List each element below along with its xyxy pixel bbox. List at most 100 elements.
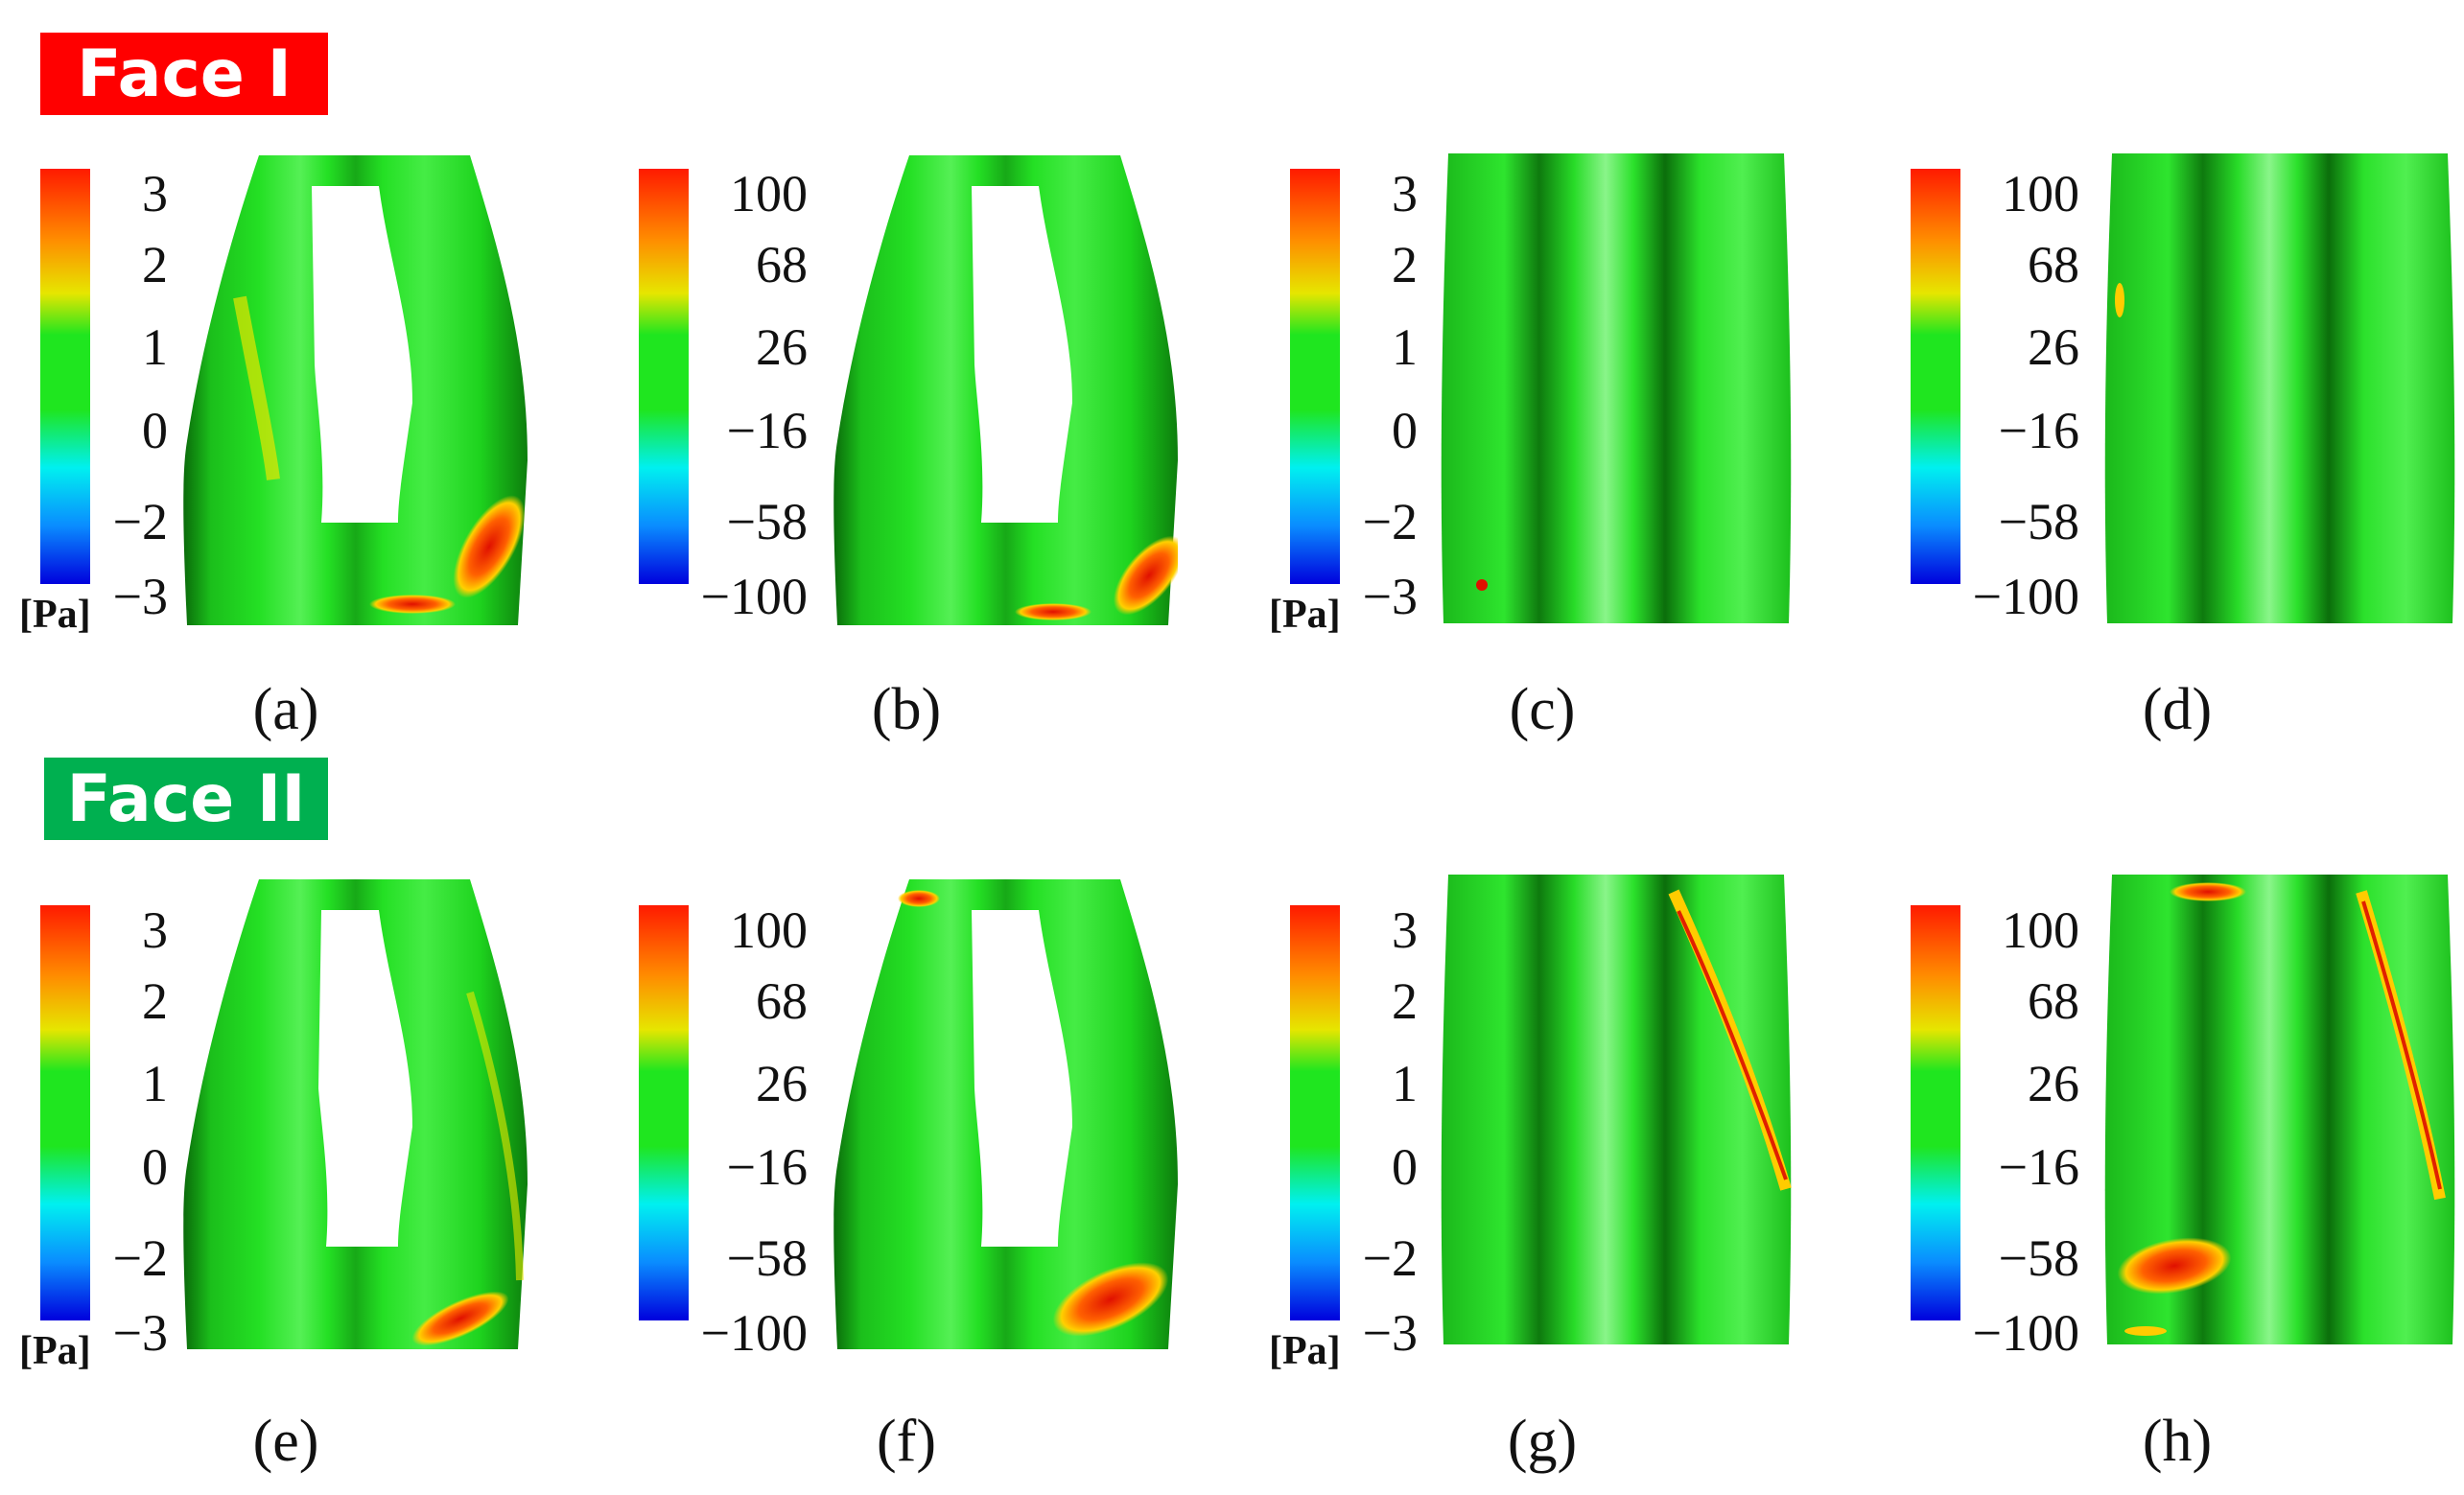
colorbar [639,905,689,1320]
colorbar [40,169,90,584]
hot-spot [453,495,526,598]
colorbar-unit-label: [Pa] [19,1329,91,1373]
colorbar-tick-label: 0 [142,1137,168,1196]
hot-streak [2361,900,2442,1190]
colorbar-tick-label: −16 [726,1137,808,1196]
colorbar-tick-label: −3 [112,1303,168,1362]
colorbar-tick-label: −100 [1972,1303,2079,1362]
colorbar-tick-label: −58 [1998,493,2079,551]
surface [2104,875,2455,1344]
blade-cutout [318,910,412,1247]
colorbar-tick-label: −2 [1362,1229,1418,1288]
hot-streak [233,295,280,480]
subfigure-caption: (h) [2142,1409,2213,1474]
colorbar-tick-label: 1 [1392,318,1418,377]
colorbar-tick-label: −16 [1998,1137,2079,1196]
colorbar-unit-label: [Pa] [1269,593,1341,637]
surface [1441,875,1792,1344]
hot-spot [898,890,940,907]
colorbar-tick-label: 2 [142,235,168,293]
colorbar-tick-label: 100 [730,900,808,959]
colorbar-tick-label: −3 [1362,567,1418,625]
surface [1441,153,1792,623]
colorbar-tick-label: −16 [1998,401,2079,459]
contour-plot-g [1441,875,1792,1344]
contour-plot-b [833,155,1178,625]
colorbar-unit-label: [Pa] [19,593,91,637]
colorbar-tick-label: −2 [112,1229,168,1288]
colorbar [1290,169,1340,584]
colorbar-tick-label: 68 [756,235,808,293]
colorbar [1290,905,1340,1320]
hot-spot [2117,1237,2232,1295]
hot-spot [1015,603,1091,620]
colorbar-tick-label: −58 [1998,1229,2079,1288]
hot-spot [1052,1262,1169,1337]
contour-plot-a [183,155,528,625]
colorbar-unit-label: [Pa] [1269,1329,1341,1373]
colorbar-tick-label: −16 [726,401,808,459]
colorbar-tick-label: 3 [1392,164,1418,222]
hot-spot [411,1291,509,1346]
contour-plot-f [833,879,1178,1349]
colorbar-tick-label: 2 [1392,971,1418,1030]
colorbar-tick-label: 0 [1392,1137,1418,1196]
hot-streak [466,991,524,1281]
subfigure-caption: (f) [877,1409,936,1474]
subfigure-caption: (g) [1507,1409,1578,1474]
colorbar-tick-label: 3 [142,900,168,959]
colorbar-tick-label: −2 [112,493,168,551]
hot-streak [1677,910,1788,1180]
blade-cutout [972,910,1072,1247]
colorbar-tick-label: 26 [756,1055,808,1113]
colorbar-tick-label: 68 [756,971,808,1030]
hot-spot [2124,1326,2167,1336]
colorbar-tick-label: −100 [700,1303,808,1362]
hot-spot [2115,283,2124,317]
colorbar-tick-label: −58 [726,1229,808,1288]
colorbar [1911,905,1960,1320]
colorbar-tick-label: 26 [756,318,808,377]
colorbar-tick-label: 68 [2028,971,2079,1030]
colorbar-tick-label: 100 [2002,164,2079,222]
colorbar-tick-label: 3 [1392,900,1418,959]
colorbar-tick-label: 100 [730,164,808,222]
colorbar-tick-label: −58 [726,493,808,551]
colorbar-tick-label: 2 [1392,235,1418,293]
colorbar-tick-label: −3 [1362,1303,1418,1362]
face-two-badge: Face II [44,758,328,840]
colorbar-tick-label: 1 [142,318,168,377]
hot-spot [369,595,456,614]
surface [2104,153,2455,623]
hot-spot [1476,579,1488,591]
contour-plot-c [1441,153,1792,623]
colorbar-tick-label: −2 [1362,493,1418,551]
colorbar-tick-label: −3 [112,567,168,625]
colorbar-tick-label: 3 [142,164,168,222]
hot-spot [2170,882,2246,901]
subfigure-caption: (b) [871,677,942,742]
contour-plot-d [2104,153,2455,623]
colorbar-tick-label: 1 [142,1055,168,1113]
subfigure-caption: (e) [252,1409,319,1474]
contour-plot-h [2104,875,2455,1344]
colorbar-tick-label: 100 [2002,900,2079,959]
blade-cutout [972,186,1072,523]
colorbar [40,905,90,1320]
colorbar [1911,169,1960,584]
subfigure-caption: (a) [252,677,319,742]
face-one-badge: Face I [40,33,328,115]
colorbar [639,169,689,584]
contour-plot-e [183,879,528,1349]
colorbar-tick-label: −100 [700,567,808,625]
subfigure-caption: (c) [1509,677,1576,742]
colorbar-tick-label: 0 [1392,401,1418,459]
subfigure-caption: (d) [2142,677,2213,742]
colorbar-tick-label: 26 [2028,318,2079,377]
colorbar-tick-label: 1 [1392,1055,1418,1113]
colorbar-tick-label: 68 [2028,235,2079,293]
hot-spot [1113,535,1178,616]
colorbar-tick-label: 2 [142,971,168,1030]
colorbar-tick-label: −100 [1972,567,2079,625]
blade-cutout [312,186,412,523]
